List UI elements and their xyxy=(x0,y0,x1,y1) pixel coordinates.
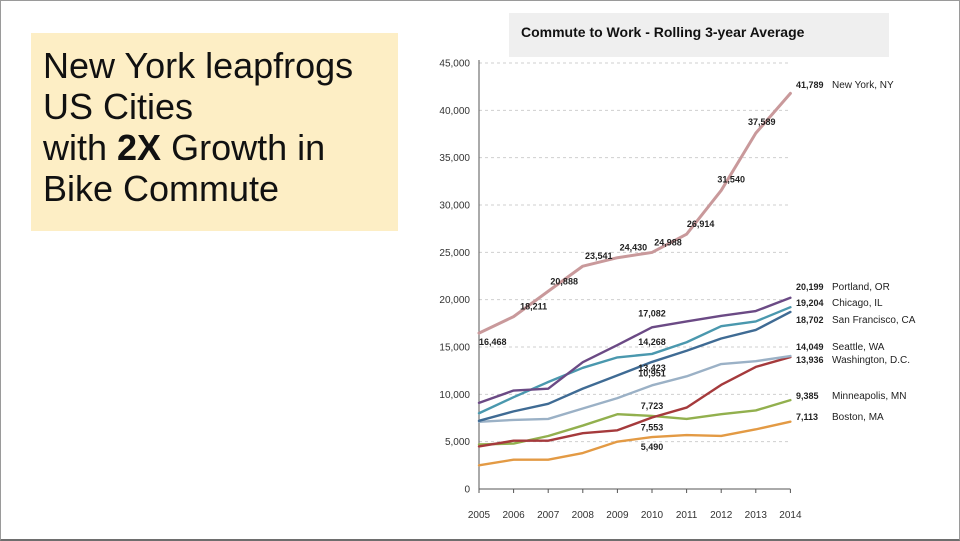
series-line xyxy=(477,354,792,423)
y-tick-label: 30,000 xyxy=(439,201,470,212)
data-label: 7,723 xyxy=(641,401,664,411)
headline-line-3-prefix: with xyxy=(43,127,118,168)
headline-line-3-suffix: Growth in xyxy=(161,127,326,168)
data-label: 7,553 xyxy=(641,422,664,432)
series-line xyxy=(477,398,792,446)
headline-line-4: Bike Commute xyxy=(43,168,280,209)
data-label: 17,082 xyxy=(638,308,666,318)
end-value-label: 9,385 xyxy=(796,391,819,401)
chart-title: Commute to Work - Rolling 3-year Average xyxy=(521,24,805,40)
y-tick-label: 35,000 xyxy=(439,153,470,164)
series-line xyxy=(477,296,792,405)
y-tick-label: 25,000 xyxy=(439,248,470,259)
data-label: 20,888 xyxy=(550,276,578,286)
x-tick-label: 2006 xyxy=(502,510,525,521)
x-tick-label: 2013 xyxy=(745,510,768,521)
y-tick-label: 10,000 xyxy=(439,390,470,401)
end-value-label: 14,049 xyxy=(796,342,824,352)
data-label: 13,423 xyxy=(638,363,666,373)
series-line xyxy=(477,91,792,335)
data-label: 10,951 xyxy=(638,368,666,378)
x-tick-label: 2007 xyxy=(537,510,560,521)
y-tick-label: 20,000 xyxy=(439,295,470,306)
x-tick-label: 2005 xyxy=(468,510,491,521)
data-label: 16,468 xyxy=(479,337,507,347)
y-tick-label: 45,000 xyxy=(439,59,470,70)
headline-line-3: with 2X Growth in xyxy=(43,127,386,168)
end-value-label: 13,936 xyxy=(796,355,824,365)
x-tick-label: 2011 xyxy=(676,510,698,521)
series-line xyxy=(477,306,792,415)
data-label: 31,540 xyxy=(717,174,745,184)
series-name-label: Chicago, IL xyxy=(832,298,883,309)
y-tick-label: 40,000 xyxy=(439,106,470,117)
data-label: 24,988 xyxy=(654,237,682,247)
x-tick-label: 2008 xyxy=(572,510,595,521)
data-label: 37,589 xyxy=(748,117,776,127)
series-name-label: Seattle, WA xyxy=(832,342,885,353)
x-tick-label: 2010 xyxy=(641,510,664,521)
end-value-label: 19,204 xyxy=(796,298,824,308)
end-value-label: 7,113 xyxy=(796,412,818,422)
headline-box: New York leapfrogs US Cities with 2X Gro… xyxy=(31,33,398,231)
end-value-label: 18,702 xyxy=(796,315,824,325)
x-tick-label: 2009 xyxy=(606,510,629,521)
headline-line-2: US Cities xyxy=(43,86,194,127)
data-label: 18,211 xyxy=(520,302,547,312)
data-label: 23,541 xyxy=(585,251,613,261)
series-line xyxy=(477,420,792,467)
series-name-label: Boston, MA xyxy=(832,412,884,423)
series-name-label: Washington, D.C. xyxy=(832,355,910,366)
headline-emphasis: 2X xyxy=(117,127,162,168)
data-label: 24,430 xyxy=(620,243,648,253)
series-name-label: Minneapolis, MN xyxy=(832,391,906,402)
x-tick-label: 2012 xyxy=(710,510,733,521)
data-label: 14,268 xyxy=(638,337,666,347)
series-name-label: Portland, OR xyxy=(832,282,890,293)
series-name-label: San Francisco, CA xyxy=(832,315,916,326)
end-value-label: 20,199 xyxy=(796,282,824,292)
data-label: 26,914 xyxy=(687,219,715,229)
chart-title-box: Commute to Work - Rolling 3-year Average xyxy=(509,13,889,57)
headline-line-1: New York leapfrogs xyxy=(43,45,354,86)
y-tick-label: 15,000 xyxy=(439,343,470,354)
end-value-label: 41,789 xyxy=(796,80,824,90)
y-tick-label: 5,000 xyxy=(445,437,470,448)
series-name-label: New York, NY xyxy=(832,80,894,91)
y-tick-label: 0 xyxy=(464,485,470,496)
series-line xyxy=(477,355,792,448)
x-tick-label: 2014 xyxy=(779,510,802,521)
data-label: 5,490 xyxy=(641,442,664,452)
series-line xyxy=(477,310,792,423)
